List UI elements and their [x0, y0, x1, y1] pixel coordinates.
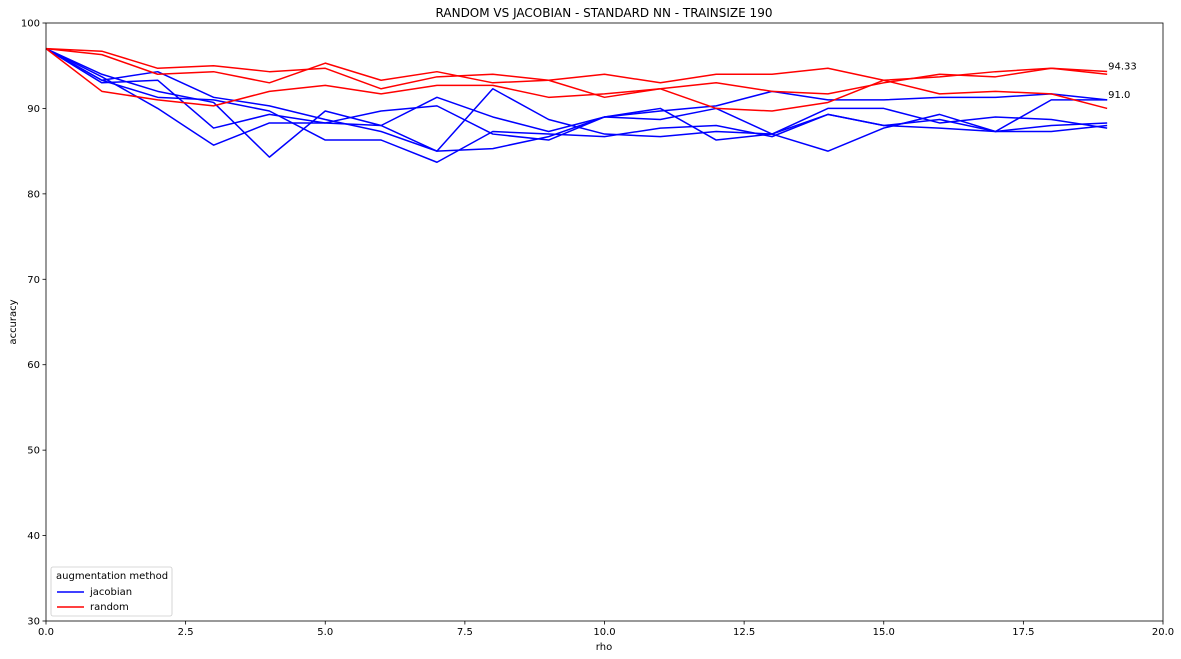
x-tick-label: 5.0: [317, 627, 333, 638]
y-tick-label: 100: [21, 19, 40, 30]
y-tick-label: 80: [27, 189, 40, 200]
end-value-labels: 94.33 91.0: [1108, 61, 1137, 100]
end-value-label: 91.0: [1108, 90, 1130, 101]
y-tick-label: 90: [27, 104, 40, 115]
x-tick-label: 15.0: [873, 627, 895, 638]
legend-label-jacobian: jacobian: [89, 587, 132, 598]
series-line-jacobian-3: [45, 47, 1108, 158]
series-line-jacobian-5: [45, 47, 1108, 152]
y-tick-label: 50: [27, 446, 40, 457]
series-line-jacobian-2: [45, 47, 1108, 146]
series-line-random-8: [45, 47, 1108, 84]
series-line-random-7: [45, 48, 1108, 112]
y-axis: 30 40 50 60 70 80 90 100: [21, 19, 46, 628]
x-tick-label: 0.0: [38, 627, 54, 638]
y-tick-label: 40: [27, 531, 40, 542]
x-tick-label: 17.5: [1012, 627, 1034, 638]
series-line-jacobian-4: [45, 47, 1108, 163]
x-axis-title: rho: [596, 642, 612, 653]
chart-title: RANDOM VS JACOBIAN - STANDARD NN - TRAIN…: [436, 6, 773, 20]
y-tick-label: 30: [27, 617, 40, 628]
legend: augmentation method jacobian random: [50, 566, 173, 617]
x-axis: 0.0 2.5 5.0 7.5 10.0 12.5 15.0 17.5 20.0: [38, 621, 1174, 638]
legend-box: [50, 566, 173, 617]
series-layer: [45, 47, 1108, 163]
legend-title: augmentation method: [56, 571, 168, 582]
x-tick-label: 12.5: [733, 627, 755, 638]
legend-label-random: random: [90, 602, 129, 613]
y-tick-label: 70: [27, 275, 40, 286]
x-tick-label: 20.0: [1152, 627, 1174, 638]
plot-frame: [45, 22, 1164, 622]
end-value-label: 94.33: [1108, 61, 1137, 72]
x-tick-label: 2.5: [178, 627, 194, 638]
x-tick-label: 7.5: [457, 627, 473, 638]
y-tick-label: 60: [27, 360, 40, 371]
x-tick-label: 10.0: [593, 627, 615, 638]
series-line-random-6: [45, 47, 1108, 99]
y-axis-title: accuracy: [8, 299, 19, 344]
